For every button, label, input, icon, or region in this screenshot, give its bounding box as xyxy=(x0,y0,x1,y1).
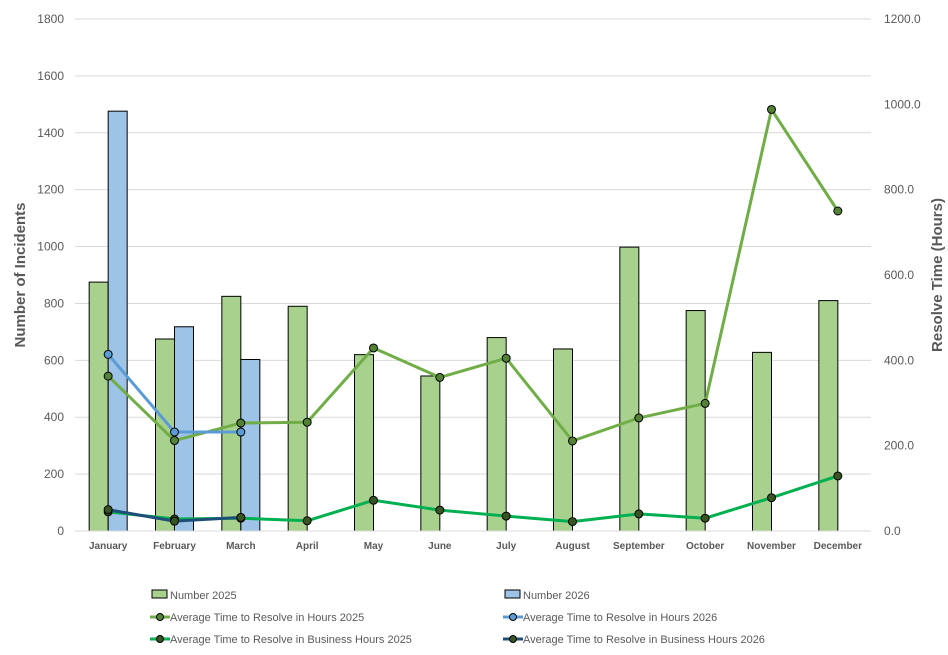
legend-label: Number 2026 xyxy=(523,590,590,602)
x-tick-label: June xyxy=(428,541,452,552)
legend-label: Average Time to Resolve in Business Hour… xyxy=(170,634,412,646)
bar-number-2025 xyxy=(818,300,839,532)
legend-marker xyxy=(156,613,164,621)
point-marker xyxy=(767,104,776,114)
point-marker xyxy=(369,343,378,353)
bar-number-2025 xyxy=(88,281,109,532)
y2-tick-label: 1000.0 xyxy=(884,97,921,111)
point-marker xyxy=(236,418,246,428)
legend-marker xyxy=(509,613,517,621)
bar-number-2025 xyxy=(685,310,706,532)
bar-number-2026 xyxy=(240,358,261,532)
bar-number-2025 xyxy=(287,305,308,532)
y2-tick-label: 1200.0 xyxy=(884,12,921,26)
point-marker xyxy=(833,206,843,216)
legend-label: Number 2025 xyxy=(170,590,237,602)
line-average-time-to-resolve-in-business-hours-2025 xyxy=(108,474,839,524)
point-marker xyxy=(435,505,445,515)
y-tick-label: 800 xyxy=(44,296,64,310)
x-tick-label: November xyxy=(747,541,796,552)
y-tick-label: 1600 xyxy=(37,69,64,83)
point-marker xyxy=(501,353,511,363)
y-tick-label: 400 xyxy=(44,410,64,424)
bar-number-2025 xyxy=(221,295,242,532)
x-tick-label: May xyxy=(364,541,384,552)
legend-swatch xyxy=(151,589,168,599)
point-marker xyxy=(501,511,511,521)
point-marker xyxy=(435,372,445,382)
legend-label: Average Time to Resolve in Business Hour… xyxy=(523,634,765,646)
x-tick-label: July xyxy=(496,541,516,552)
y2-axis-label: Resolve Time (Hours) xyxy=(929,198,946,352)
bar-number-2025 xyxy=(619,246,640,532)
y-tick-label: 1200 xyxy=(37,183,64,197)
x-tick-label: August xyxy=(555,541,590,552)
point-marker xyxy=(700,513,710,523)
point-marker xyxy=(568,436,577,446)
legend-swatch xyxy=(504,589,521,599)
x-tick-label: April xyxy=(296,541,319,552)
y2-tick-label: 0.0 xyxy=(884,524,901,538)
y2-tick-label: 400.0 xyxy=(884,353,914,367)
x-tick-label: January xyxy=(89,541,128,552)
x-tick-label: February xyxy=(153,541,196,552)
point-marker xyxy=(302,516,312,526)
point-marker xyxy=(170,427,179,437)
point-marker xyxy=(700,398,710,408)
point-marker xyxy=(568,517,577,527)
point-marker xyxy=(170,436,179,446)
x-tick-label: December xyxy=(814,541,862,552)
y2-tick-label: 600.0 xyxy=(884,268,914,282)
legend-label: Average Time to Resolve in Hours 2025 xyxy=(170,612,364,624)
y2-tick-label: 800.0 xyxy=(884,183,914,197)
point-marker xyxy=(103,371,113,381)
y-axis-label: Number of Incidents xyxy=(12,202,29,347)
y-tick-label: 600 xyxy=(44,353,64,367)
legend-marker xyxy=(509,635,517,643)
point-marker xyxy=(833,471,843,481)
y2-tick-label: 200.0 xyxy=(884,439,914,453)
bar-number-2026 xyxy=(107,110,128,532)
legend-marker xyxy=(156,635,164,643)
y-tick-label: 1400 xyxy=(37,126,64,140)
y-tick-label: 1800 xyxy=(37,12,64,26)
point-marker xyxy=(103,349,113,359)
legend-label: Average Time to Resolve in Hours 2026 xyxy=(523,612,717,624)
point-marker xyxy=(634,509,644,519)
point-marker xyxy=(767,493,776,503)
y-tick-label: 0 xyxy=(57,524,64,538)
line-average-time-to-resolve-in-hours-2025 xyxy=(107,107,840,443)
x-tick-label: September xyxy=(613,541,665,552)
point-marker xyxy=(236,427,246,437)
y-tick-label: 1000 xyxy=(37,240,64,254)
point-marker xyxy=(634,413,644,423)
y-tick-label: 200 xyxy=(44,467,64,481)
x-tick-label: March xyxy=(226,541,255,552)
bar-number-2025 xyxy=(486,337,507,532)
point-marker xyxy=(170,516,179,526)
point-marker xyxy=(302,417,312,427)
point-marker xyxy=(103,505,113,515)
x-tick-label: October xyxy=(686,541,724,552)
point-marker xyxy=(236,512,246,522)
point-marker xyxy=(369,495,378,505)
